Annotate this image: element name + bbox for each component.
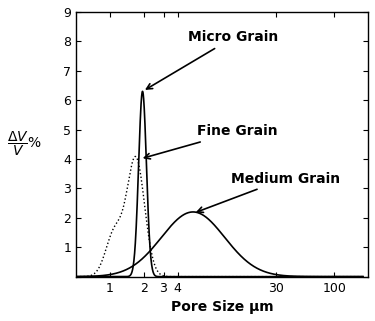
X-axis label: Pore Size μm: Pore Size μm xyxy=(171,300,273,314)
Text: Medium Grain: Medium Grain xyxy=(197,171,340,213)
Y-axis label: $\dfrac{\Delta V}{V}$%: $\dfrac{\Delta V}{V}$% xyxy=(7,130,42,159)
Text: Fine Grain: Fine Grain xyxy=(144,125,278,159)
Text: Micro Grain: Micro Grain xyxy=(147,30,279,89)
